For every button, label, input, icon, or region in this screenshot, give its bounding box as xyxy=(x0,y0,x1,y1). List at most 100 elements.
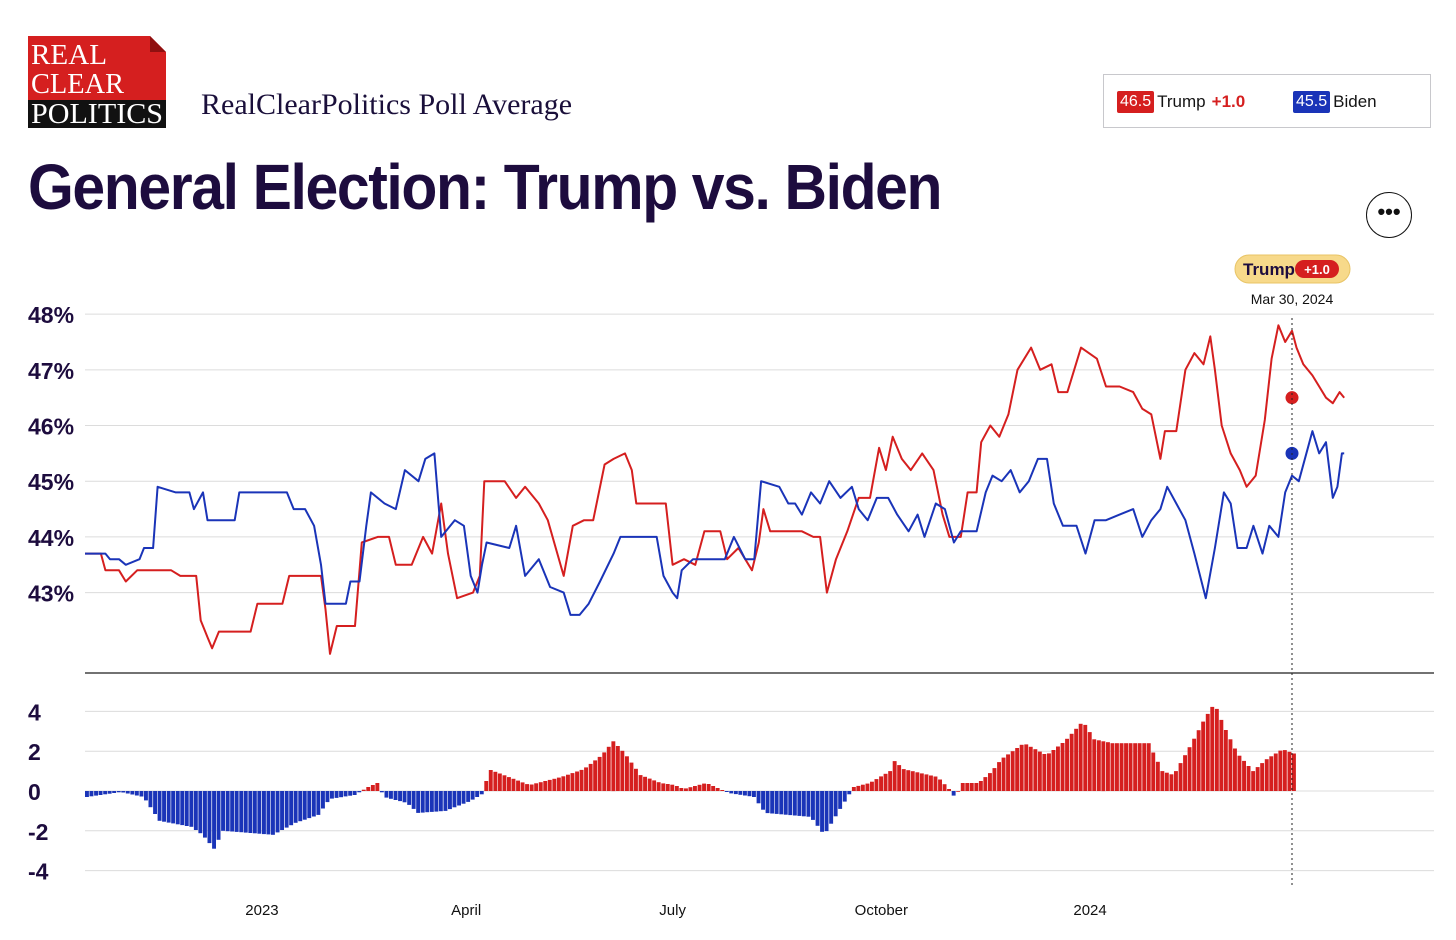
spread-bar xyxy=(212,791,216,849)
spread-bar xyxy=(743,791,747,796)
spread-bar xyxy=(1260,763,1265,791)
spread-bar xyxy=(1183,755,1187,791)
spread-bar xyxy=(348,791,353,796)
spread-bar xyxy=(284,791,289,828)
spread-bar xyxy=(425,791,430,813)
spread-bar xyxy=(1015,748,1020,791)
y-tick-label: 46% xyxy=(28,414,74,440)
spread-bar xyxy=(1074,728,1079,791)
spread-bar xyxy=(502,775,507,791)
spread-tick-label: 2 xyxy=(28,739,41,765)
spread-bar xyxy=(865,783,870,791)
spread-bar xyxy=(89,791,94,797)
spread-bar xyxy=(198,791,203,834)
spread-bar xyxy=(1210,706,1215,791)
spread-bar xyxy=(947,789,951,791)
spread-bar xyxy=(144,791,148,801)
spread-bar xyxy=(1174,771,1178,791)
spread-bar xyxy=(724,791,729,792)
legend-item-trump[interactable]: 46.5 Trump +1.0 xyxy=(1117,91,1245,113)
spread-bar xyxy=(552,778,557,791)
spread-bar xyxy=(402,791,407,803)
spread-bar xyxy=(665,784,670,791)
spread-bar xyxy=(988,773,992,791)
spread-bar xyxy=(829,791,834,824)
spread-bar xyxy=(484,781,489,791)
spread-bar xyxy=(693,786,697,791)
spread-bar xyxy=(575,771,579,791)
spread-bar xyxy=(148,791,153,808)
spread-bar xyxy=(534,783,539,791)
spread-bar xyxy=(470,791,475,800)
spread-bar xyxy=(1060,743,1065,791)
spread-bar xyxy=(670,784,675,791)
spread-bar xyxy=(797,791,802,816)
spread-bar xyxy=(134,791,139,796)
spread-bar xyxy=(774,791,779,814)
legend-trump-lead: +1.0 xyxy=(1211,92,1246,111)
spread-bar xyxy=(379,791,384,793)
spread-bar xyxy=(978,781,983,791)
spread-bar xyxy=(615,746,620,791)
spread-bar xyxy=(393,791,398,800)
spread-bar xyxy=(262,791,266,835)
tooltip-spread: +1.0 xyxy=(1304,262,1330,277)
spread-bar xyxy=(1246,766,1251,791)
spread-tick-label: 4 xyxy=(28,699,41,725)
spread-bar xyxy=(756,791,761,804)
spread-bar xyxy=(847,791,852,795)
spread-bar xyxy=(951,791,956,796)
spread-bar xyxy=(543,781,548,791)
spread-bar xyxy=(1037,751,1042,791)
spread-bar xyxy=(520,782,525,791)
spread-bar xyxy=(684,788,688,791)
spread-tick-label: -2 xyxy=(28,819,48,845)
spread-bar xyxy=(420,791,425,813)
logo-line-3: POLITICS xyxy=(31,98,163,128)
spread-bar xyxy=(289,791,294,826)
more-options-button[interactable]: ••• xyxy=(1366,192,1412,238)
spread-bar xyxy=(656,782,661,791)
spread-bar xyxy=(792,791,797,816)
rcp-logo[interactable]: REAL CLEAR POLITICS xyxy=(28,36,166,130)
spread-bar xyxy=(98,791,103,795)
spread-bar xyxy=(221,791,225,831)
y-tick-label: 44% xyxy=(28,525,74,551)
spread-bar xyxy=(561,776,566,791)
spread-bar xyxy=(1155,761,1160,791)
spread-bar xyxy=(801,791,806,817)
spread-bar xyxy=(566,774,570,791)
spread-bar xyxy=(956,791,961,792)
spread-bar xyxy=(1069,733,1074,791)
trump-endpoint-dot[interactable] xyxy=(1285,391,1299,405)
spread-bar xyxy=(919,773,924,791)
spread-bar xyxy=(1124,743,1128,791)
spread-bar xyxy=(443,791,448,811)
spread-bar xyxy=(293,791,298,823)
spread-bar xyxy=(1205,713,1210,791)
spread-bar xyxy=(969,783,974,791)
spread-bar xyxy=(411,791,416,809)
spread-bar xyxy=(302,791,307,820)
spread-bar xyxy=(1269,756,1274,791)
spread-bar xyxy=(1101,741,1106,792)
spread-bar xyxy=(1028,746,1033,791)
spread-bar xyxy=(1169,774,1174,791)
spread-bar xyxy=(184,791,189,826)
spread-bar xyxy=(466,791,471,802)
spread-bar xyxy=(112,791,117,793)
legend-item-biden[interactable]: 45.5 Biden xyxy=(1293,91,1377,113)
spread-bar xyxy=(625,756,629,791)
spread-bar xyxy=(783,791,788,815)
spread-bar xyxy=(511,778,516,791)
legend-trump-name: Trump xyxy=(1157,92,1206,111)
spread-bar xyxy=(588,763,593,791)
spread-bar xyxy=(1083,724,1088,791)
spread-bar xyxy=(729,791,734,794)
spread-bar xyxy=(629,762,634,791)
spread-bar xyxy=(125,791,130,794)
spread-bar xyxy=(634,768,638,791)
spread-bar xyxy=(1255,767,1260,791)
spread-bar xyxy=(1119,743,1124,791)
